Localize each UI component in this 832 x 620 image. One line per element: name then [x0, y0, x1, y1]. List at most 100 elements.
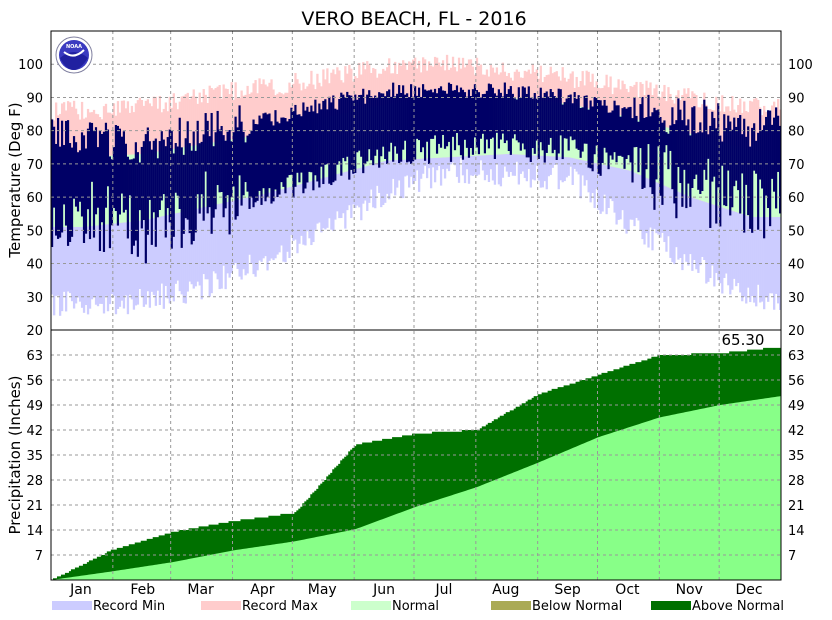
record-min-bar — [100, 156, 104, 304]
record-min-bar — [90, 156, 94, 300]
actual-temp-bar — [118, 128, 121, 215]
actual-temp-bar — [605, 105, 608, 153]
actual-temp-bar — [567, 95, 570, 151]
actual-temp-bar — [182, 154, 185, 234]
actual-temp-bar — [481, 94, 485, 134]
actual-temp-bar — [66, 120, 70, 246]
record-min-bar — [773, 150, 776, 310]
actual-temp-bar — [180, 147, 183, 248]
grid-lines — [51, 31, 781, 580]
actual-temp-bar — [491, 87, 494, 138]
legend-swatch — [351, 601, 391, 610]
actual-temp-bar — [711, 111, 714, 182]
normal-bar — [90, 156, 94, 226]
actual-temp-bar — [202, 134, 205, 221]
actual-temp-bar — [164, 146, 167, 238]
actual-temp-bar — [433, 88, 437, 136]
actual-temp-bar — [360, 94, 363, 157]
actual-temp-bar — [577, 95, 580, 150]
normal-bar — [647, 122, 650, 179]
actual-temp-bar — [463, 92, 467, 140]
record-min-bar — [759, 150, 762, 303]
record-min-bar — [128, 154, 132, 295]
actual-temp-bar — [268, 113, 271, 189]
actual-temp-bar — [192, 131, 195, 241]
record-min-bar — [727, 144, 730, 286]
actual-temp-bar — [773, 117, 776, 192]
actual-temp-bar — [723, 114, 726, 206]
actual-temp-bar — [425, 90, 429, 142]
actual-temp-bar — [206, 120, 209, 214]
actual-temp-bar — [218, 129, 221, 193]
actual-temp-bar — [583, 95, 586, 144]
actual-temp-bar — [62, 145, 66, 205]
record-min-bar — [697, 136, 700, 273]
record-min-bar — [96, 156, 100, 307]
actual-temp-bar — [585, 95, 588, 144]
record-min-bar — [671, 128, 674, 263]
record-min-bar — [198, 144, 201, 286]
record-min-bar — [731, 145, 734, 290]
record-min-bar — [623, 116, 626, 229]
record-min-bar — [86, 156, 90, 315]
actual-temp-bar — [765, 116, 768, 196]
actual-temp-bar — [545, 91, 548, 153]
actual-temp-bar — [521, 86, 524, 144]
actual-temp-bar — [328, 96, 331, 184]
actual-temp-bar — [150, 149, 153, 245]
actual-temp-bar — [224, 140, 227, 209]
actual-temp-bar — [340, 92, 343, 176]
actual-temp-bar — [142, 141, 145, 221]
actual-temp-bar — [687, 119, 690, 184]
actual-temp-bar — [386, 91, 389, 164]
actual-temp-bar — [236, 127, 239, 217]
record-min-bar — [627, 117, 630, 231]
record-min-bar — [160, 150, 163, 284]
actual-temp-bar — [713, 118, 716, 177]
actual-temp-bar — [595, 98, 598, 146]
actual-temp-bar — [342, 94, 345, 158]
actual-temp-bar — [475, 90, 479, 148]
actual-temp-bar — [735, 126, 738, 181]
actual-temp-bar — [617, 105, 620, 156]
actual-temp-bar — [733, 117, 736, 187]
actual-temp-bar — [266, 114, 269, 198]
actual-temp-bar — [364, 103, 367, 164]
actual-temp-bar — [589, 100, 592, 169]
record-min-bar — [258, 134, 261, 261]
actual-temp-bar — [759, 109, 762, 180]
month-tick: Apr — [250, 582, 274, 598]
actual-temp-bar — [316, 113, 319, 182]
actual-temp-bar — [689, 135, 692, 207]
actual-temp-bar — [697, 132, 700, 190]
actual-temp-bar — [575, 98, 578, 149]
record-min-bar — [779, 150, 782, 310]
actual-temp-bar — [673, 124, 676, 204]
actual-temp-bar — [591, 106, 594, 172]
actual-temp-bar — [286, 121, 289, 178]
actual-temp-bar — [645, 117, 648, 170]
legend-label: Record Max — [242, 599, 318, 614]
actual-temp-bar — [414, 86, 417, 160]
actual-temp-bar — [212, 146, 215, 218]
actual-temp-bar — [611, 110, 614, 160]
record-min-bar — [166, 149, 169, 299]
normal-bar — [665, 127, 668, 187]
actual-temp-bar — [186, 121, 189, 220]
actual-temp-bar — [503, 82, 506, 144]
actual-temp-bar — [230, 141, 233, 198]
actual-temp-bar — [507, 89, 510, 151]
actual-temp-bar — [408, 97, 411, 162]
actual-temp-bar — [493, 93, 496, 159]
record-min-bar — [244, 137, 247, 276]
actual-temp-bar — [717, 103, 720, 188]
record-min-bar — [158, 151, 161, 305]
actual-temp-bar — [601, 105, 604, 163]
actual-temp-bar — [148, 141, 151, 200]
actual-temp-bar — [671, 107, 674, 190]
actual-temp-bar — [609, 112, 612, 156]
actual-temp-bar — [537, 96, 540, 159]
actual-temp-bar — [775, 107, 778, 209]
actual-temp-bar — [256, 124, 259, 201]
actual-temp-bar — [705, 106, 708, 180]
